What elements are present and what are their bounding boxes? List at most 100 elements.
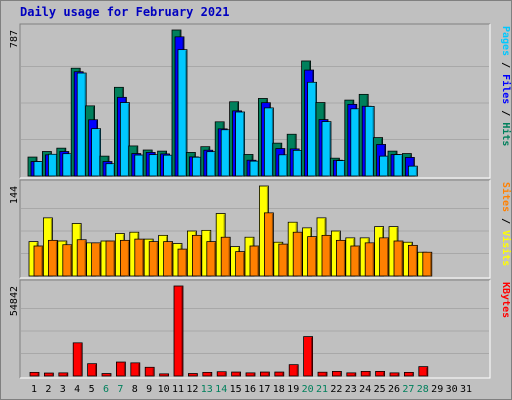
panel-bottom	[20, 280, 490, 378]
bar-pages-day-2	[48, 153, 58, 177]
x-tick-label-24: 24	[359, 384, 371, 395]
x-tick-label-14: 14	[215, 384, 227, 395]
bar-sites-day-27	[407, 244, 418, 277]
bar-sites-day-7	[120, 239, 130, 277]
bar-kbytes-day-22	[331, 371, 342, 377]
x-tick-label-4: 4	[74, 384, 80, 395]
bar-sites-day-28-body	[422, 251, 433, 277]
bar-kbytes-day-24	[360, 371, 371, 377]
ymax-label-top: 787	[9, 30, 20, 48]
bar-kbytes-day-17-body	[259, 371, 270, 377]
bar-kbytes-day-23-body	[346, 372, 357, 377]
bar-sites-day-1	[33, 245, 44, 277]
bar-kbytes-day-9	[144, 366, 155, 377]
panel-middle-border-dark	[19, 179, 490, 278]
bar-kbytes-day-26	[389, 372, 400, 377]
bar-kbytes-day-1-body	[29, 371, 40, 377]
x-tick-label-1: 1	[31, 384, 37, 395]
bar-pages-day-21	[321, 121, 332, 177]
bar-kbytes-day-17	[259, 371, 270, 377]
bar-sites-day-17	[263, 212, 274, 277]
bar-sites-day-4-body	[76, 239, 87, 277]
bar-pages-day-20	[307, 81, 318, 177]
bar-kbytes-day-15	[231, 371, 242, 377]
bar-pages-day-3	[62, 153, 73, 177]
x-tick-label-7: 7	[117, 384, 123, 395]
bar-pages-day-5-body	[91, 128, 101, 177]
bar-kbytes-day-8	[130, 362, 141, 377]
bar-kbytes-day-18-body	[274, 371, 285, 377]
bar-sites-day-4	[76, 239, 87, 277]
legend-item-top-4: Hits	[500, 116, 512, 146]
bar-kbytes-day-4-body	[72, 342, 83, 377]
legend-item-middle-2: Visits	[500, 224, 512, 266]
bar-sites-day-23-body	[350, 245, 361, 277]
bar-sites-day-18	[278, 243, 289, 277]
panel-bottom-border-light	[20, 280, 491, 379]
bar-kbytes-day-19-body	[288, 364, 299, 377]
x-tick-label-13: 13	[201, 384, 213, 395]
bar-kbytes-day-14	[216, 371, 227, 377]
bar-kbytes-day-10	[159, 373, 170, 377]
x-tick-label-23: 23	[345, 384, 357, 395]
bar-sites-day-14	[220, 236, 231, 277]
bar-pages-day-21-body	[321, 121, 332, 177]
bar-pages-day-8	[134, 154, 145, 177]
ymax-label-bottom: 54842	[9, 286, 20, 316]
bar-kbytes-day-14-body	[216, 371, 227, 377]
bar-pages-day-9	[148, 154, 159, 177]
bar-pages-day-27-body	[407, 165, 418, 177]
x-tick-label-20: 20	[302, 384, 314, 395]
x-tick-label-28: 28	[417, 384, 429, 395]
x-tick-label-31: 31	[460, 384, 472, 395]
x-tick-label-27: 27	[402, 384, 414, 395]
x-tick-label-10: 10	[158, 384, 170, 395]
bar-pages-day-17-body	[263, 107, 274, 177]
bar-pages-day-15	[235, 111, 246, 177]
legend-bottom: KBytes	[500, 282, 511, 318]
bar-kbytes-day-12	[187, 373, 198, 377]
bar-kbytes-day-7-body	[116, 361, 126, 377]
bar-sites-day-13	[206, 241, 217, 277]
bar-kbytes-day-21-body	[317, 371, 328, 377]
bar-sites-day-21	[321, 234, 332, 277]
bar-kbytes-day-8-body	[130, 362, 141, 377]
bar-kbytes-day-5	[87, 363, 97, 377]
bar-sites-day-6	[105, 240, 116, 277]
bar-kbytes-day-7	[116, 361, 126, 377]
x-tick-label-9: 9	[146, 384, 152, 395]
panel-bottom-border-dark	[19, 279, 490, 378]
bar-sites-day-9	[148, 241, 159, 277]
x-tick-label-30: 30	[446, 384, 458, 395]
bar-kbytes-day-16	[245, 372, 256, 377]
legend-item-top-1: /	[500, 56, 511, 68]
bar-pages-day-19	[292, 149, 303, 177]
bar-sites-day-9-body	[148, 241, 159, 277]
page-title: Daily usage for February 2021	[20, 5, 230, 19]
bar-sites-day-3	[62, 244, 73, 277]
bar-sites-day-25	[379, 237, 390, 277]
bar-kbytes-day-22-body	[331, 371, 342, 377]
bar-sites-day-2	[48, 239, 58, 277]
x-tick-label-15: 15	[230, 384, 242, 395]
bar-sites-day-28	[422, 251, 433, 277]
legend-item-bottom-0: KBytes	[500, 282, 511, 318]
panel-top-border-dark	[19, 23, 490, 178]
x-tick-label-5: 5	[89, 384, 95, 395]
x-tick-label-2: 2	[45, 384, 51, 395]
x-tick-label-16: 16	[244, 384, 256, 395]
bar-kbytes-day-28	[418, 366, 429, 377]
x-tick-label-6: 6	[103, 384, 109, 395]
legend-middle: Sites / Visits	[500, 182, 512, 266]
ymax-label-middle: 144	[9, 186, 20, 204]
bar-sites-day-26	[393, 240, 404, 277]
bar-pages-day-26	[393, 154, 404, 177]
bar-pages-day-25	[379, 155, 390, 177]
legend-top: Pages / Files / Hits	[500, 26, 512, 146]
bar-pages-day-11	[177, 49, 188, 177]
legend-item-middle-0: Sites	[500, 182, 512, 212]
bar-sites-day-24	[364, 242, 375, 277]
bar-pages-day-27	[407, 165, 418, 177]
bar-sites-day-12-body	[191, 234, 202, 277]
